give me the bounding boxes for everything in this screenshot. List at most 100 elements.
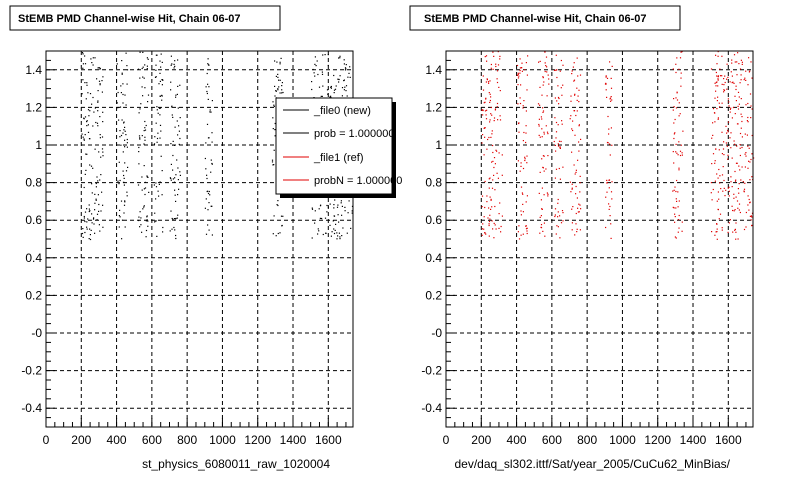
data-point-right-144 (522, 211, 524, 213)
data-point-left-281 (161, 95, 163, 97)
data-point-right-414 (611, 144, 613, 146)
data-point-left-736 (319, 217, 321, 219)
data-point-right-226 (538, 118, 540, 120)
data-point-right-619 (719, 68, 721, 70)
data-point-right-434 (681, 230, 683, 232)
data-point-left-123 (82, 236, 84, 238)
data-point-right-743 (735, 231, 737, 233)
data-point-right-665 (717, 96, 719, 98)
data-point-left-97 (102, 204, 104, 206)
data-point-left-440 (277, 73, 279, 75)
data-point-right-132 (517, 72, 519, 74)
data-point-left-51 (93, 223, 95, 225)
data-point-right-497 (724, 81, 726, 84)
data-point-right-262 (539, 216, 541, 218)
data-point-right-451 (679, 150, 682, 152)
data-point-left-232 (144, 120, 146, 123)
data-point-left-294 (159, 124, 162, 126)
data-point-left-79 (89, 228, 91, 230)
data-point-right-302 (557, 202, 559, 204)
data-point-left-6 (86, 226, 88, 228)
data-point-left-321 (169, 230, 171, 232)
data-point-right-505 (748, 71, 750, 73)
data-point-right-380 (571, 222, 573, 224)
data-point-left-286 (155, 64, 157, 66)
data-point-right-652 (735, 222, 737, 224)
data-point-left-463 (281, 82, 283, 84)
data-point-right-537 (719, 106, 721, 108)
y-tick-label-right-5: 0.6 (425, 213, 442, 227)
data-point-right-748 (731, 186, 733, 188)
data-point-right-746 (736, 200, 739, 202)
data-point-left-74 (89, 110, 91, 112)
data-point-right-629 (747, 204, 749, 206)
data-point-right-487 (675, 207, 677, 209)
data-point-left-684 (324, 54, 326, 56)
data-point-right-556 (728, 190, 730, 192)
data-point-left-26 (97, 100, 99, 102)
data-point-right-514 (717, 51, 719, 53)
data-point-left-428 (207, 190, 209, 192)
data-point-left-122 (97, 90, 99, 92)
data-point-right-163 (526, 155, 528, 157)
data-point-right-643 (714, 82, 716, 84)
data-point-right-588 (721, 102, 723, 104)
data-point-left-217 (143, 130, 145, 132)
data-point-right-506 (740, 79, 742, 81)
data-point-right-564 (741, 136, 743, 138)
data-point-left-268 (155, 182, 157, 184)
data-point-right-698 (751, 108, 753, 110)
x-tick-label-right-1: 200 (471, 433, 491, 447)
data-point-right-115 (493, 166, 495, 169)
x-tick-label-right-6: 1200 (644, 433, 671, 447)
data-point-left-689 (334, 88, 337, 90)
data-point-right-286 (559, 147, 561, 149)
data-point-left-56 (92, 57, 94, 59)
data-point-right-160 (517, 231, 519, 233)
data-point-right-742 (731, 157, 733, 159)
data-point-left-250 (145, 124, 147, 127)
data-point-right-247 (548, 83, 550, 85)
data-point-right-315 (557, 211, 559, 213)
data-point-right-50 (496, 81, 499, 84)
data-point-left-458 (277, 200, 279, 202)
data-point-right-647 (735, 162, 738, 164)
data-point-right-216 (542, 155, 544, 157)
data-point-right-540 (719, 213, 722, 215)
data-point-right-314 (554, 144, 556, 146)
data-point-right-318 (554, 208, 557, 210)
data-point-right-281 (562, 220, 564, 222)
data-point-left-359 (177, 85, 179, 87)
data-point-right-236 (539, 171, 541, 173)
data-point-right-675 (738, 96, 740, 98)
data-point-right-583 (741, 146, 743, 149)
data-point-left-522 (317, 73, 319, 76)
data-point-left-624 (311, 208, 314, 210)
data-point-right-369 (579, 175, 581, 177)
data-point-left-134 (123, 177, 125, 179)
data-point-left-363 (174, 65, 176, 67)
x-tick-label-right-8: 1600 (715, 433, 742, 447)
data-point-right-29 (499, 202, 501, 204)
data-point-left-642 (320, 95, 322, 97)
data-point-right-21 (492, 151, 494, 154)
data-point-right-206 (541, 128, 543, 130)
data-point-right-87 (500, 225, 502, 228)
data-point-right-280 (557, 216, 559, 218)
data-point-left-732 (333, 215, 335, 217)
data-point-left-78 (86, 221, 88, 223)
data-point-right-634 (723, 84, 725, 86)
data-point-right-616 (746, 120, 748, 122)
data-point-right-243 (542, 230, 544, 232)
data-point-left-271 (153, 143, 156, 145)
data-point-left-335 (179, 117, 181, 119)
data-point-left-21 (83, 186, 85, 189)
data-point-left-422 (207, 58, 209, 60)
data-point-right-604 (750, 117, 752, 119)
data-point-right-522 (747, 121, 749, 123)
data-point-right-180 (525, 132, 527, 134)
data-point-right-738 (726, 145, 728, 147)
data-point-right-19 (496, 70, 499, 72)
data-point-left-124 (102, 121, 104, 123)
data-point-left-289 (159, 181, 161, 183)
